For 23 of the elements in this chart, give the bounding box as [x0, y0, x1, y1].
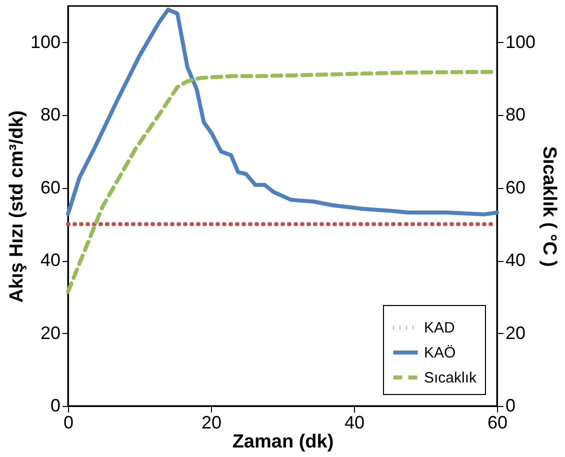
y-tick-label: 20	[40, 322, 60, 343]
x-tick-label: 20	[201, 412, 222, 432]
legend-label: KAÖ	[424, 344, 456, 362]
y-tick-label: 80	[40, 104, 60, 125]
y-tick-label: 60	[40, 177, 60, 198]
x-tick-label: 0	[63, 412, 74, 432]
legend-label: Sıcaklık	[424, 370, 478, 386]
y2-axis-title: Sıcaklık ( °C )	[538, 146, 560, 267]
x-axis-title: Zaman (dk)	[232, 432, 334, 452]
y-tick-label: 100	[30, 32, 60, 52]
line-series	[66, 8, 499, 216]
y-tick-label: 0	[50, 396, 60, 416]
legend-label: KAD	[424, 320, 456, 336]
y2-tick-label: 0	[506, 396, 516, 416]
x-tick-label: 40	[344, 412, 365, 432]
y2-tick-label: 80	[506, 104, 526, 125]
y2-tick-label: 40	[506, 250, 526, 270]
y2-tick-label: 20	[506, 322, 526, 343]
y-tick-label: 40	[40, 250, 60, 270]
y-axis-title: Akış Hızı (std cm³/dk)	[6, 110, 28, 303]
y2-tick-label: 100	[506, 32, 536, 52]
x-tick-label: 60	[487, 412, 508, 432]
y2-tick-label: 60	[506, 177, 526, 198]
